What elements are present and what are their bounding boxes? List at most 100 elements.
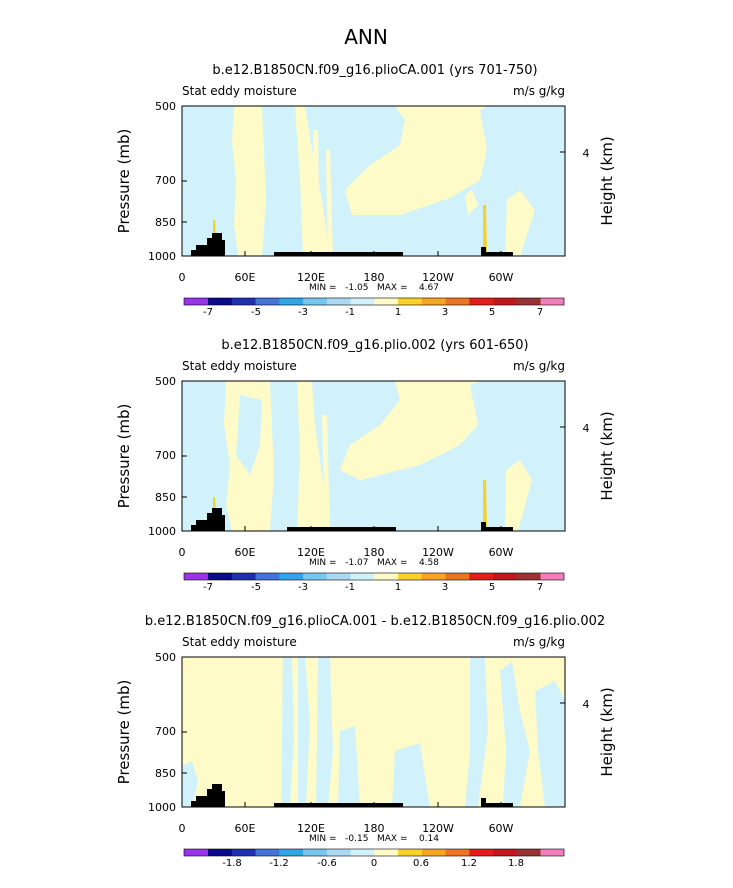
y-tick-label: 500 bbox=[155, 100, 176, 113]
colorbar-label: -1 bbox=[345, 307, 355, 318]
x-tick-label: 60W bbox=[489, 546, 514, 559]
topography-mask bbox=[287, 527, 396, 531]
x-tick-label: 120E bbox=[297, 822, 325, 835]
y-tick-label: 850 bbox=[155, 491, 176, 504]
negative-region bbox=[316, 657, 333, 807]
colorbar-label: 3 bbox=[442, 307, 448, 318]
colorbar-swatch bbox=[469, 573, 494, 580]
colorbar-swatch bbox=[445, 849, 470, 856]
colorbar-swatch bbox=[492, 298, 517, 305]
colorbar-swatch bbox=[374, 849, 399, 856]
colorbar-swatch bbox=[445, 298, 470, 305]
colorbar-label: -3 bbox=[298, 307, 308, 318]
y-tick-label: 1000 bbox=[148, 250, 176, 263]
colorbar-label: 5 bbox=[489, 307, 495, 318]
colorbar-label: 0.6 bbox=[413, 858, 429, 869]
x-tick-label: 60E bbox=[235, 546, 256, 559]
x-tick-label: 120E bbox=[297, 546, 325, 559]
positive-streak bbox=[305, 395, 312, 531]
colorbar-swatch bbox=[231, 573, 256, 580]
x-tick-label: 60E bbox=[235, 822, 256, 835]
positive-streak bbox=[313, 130, 320, 256]
x-tick-label: 0 bbox=[179, 822, 186, 835]
colorbar-swatch bbox=[326, 849, 351, 856]
colorbar-swatch bbox=[279, 849, 304, 856]
positive-streak bbox=[322, 415, 330, 531]
topography-mask bbox=[481, 522, 513, 531]
left-label: Stat eddy moisture bbox=[182, 635, 297, 649]
colorbar-label: 1 bbox=[395, 307, 401, 318]
positive-streak bbox=[505, 190, 535, 256]
colorbar-frame bbox=[183, 848, 565, 857]
plot-area bbox=[181, 380, 566, 532]
colorbar-swatch bbox=[516, 849, 541, 856]
colorbar-swatch bbox=[421, 298, 446, 305]
colorbar-swatch bbox=[184, 298, 209, 305]
right-label: m/s g/kg bbox=[513, 635, 565, 649]
y-ticks bbox=[182, 151, 565, 223]
x-ticks bbox=[244, 526, 502, 531]
colorbar-swatch bbox=[540, 573, 565, 580]
negative-region bbox=[465, 657, 488, 807]
maximum-streak bbox=[483, 205, 487, 252]
colorbar-swatch bbox=[350, 849, 375, 856]
colorbar-swatch bbox=[231, 849, 256, 856]
panel-title: b.e12.B1850CN.f09_g16.plio.002 (yrs 601-… bbox=[221, 338, 528, 353]
y-tick-label: 850 bbox=[155, 216, 176, 229]
colorbar-swatch bbox=[326, 298, 351, 305]
colorbar-swatch bbox=[255, 849, 280, 856]
negative-region bbox=[495, 393, 562, 470]
x-tick-label: 60W bbox=[489, 271, 514, 284]
colorbar-label: -1.8 bbox=[222, 858, 242, 869]
colorbar-frame bbox=[183, 572, 565, 581]
colorbar-swatch bbox=[516, 573, 541, 580]
colorbar-swatch bbox=[184, 573, 209, 580]
colorbar-swatch bbox=[302, 573, 327, 580]
colorbar-swatch bbox=[469, 849, 494, 856]
negative-region bbox=[338, 726, 360, 807]
colorbar-swatch bbox=[445, 573, 470, 580]
y-tick-label: 700 bbox=[155, 725, 176, 738]
y-tick-label: 1000 bbox=[148, 525, 176, 538]
colorbar-label: -0.6 bbox=[317, 858, 337, 869]
negative-region bbox=[492, 120, 560, 200]
panel-1: b.e12.B1850CN.f09_g16.plioCA.001 (yrs 70… bbox=[115, 63, 616, 318]
panel-title: b.e12.B1850CN.f09_g16.plioCA.001 (yrs 70… bbox=[212, 63, 537, 78]
y-ticks bbox=[182, 426, 565, 498]
topography-mask bbox=[481, 798, 513, 807]
x-ticks bbox=[244, 251, 502, 256]
y-axis: 500 700 850 1000 Pressure (mb) 4 Height … bbox=[115, 651, 616, 814]
colorbar-swatch bbox=[492, 573, 517, 580]
colorbar-swatch bbox=[207, 849, 232, 856]
colorbar-swatch bbox=[374, 573, 399, 580]
colorbar-swatch bbox=[184, 849, 209, 856]
y-right-axis-label: Height (km) bbox=[598, 136, 616, 225]
x-tick-label: 180 bbox=[364, 271, 385, 284]
colorbar-swatch bbox=[302, 298, 327, 305]
negative-region bbox=[182, 106, 238, 256]
negative-region bbox=[500, 661, 530, 807]
maximum-streak bbox=[213, 220, 216, 236]
colorbar: -7 -5 -3 -1 1 3 5 7 bbox=[183, 572, 565, 593]
y-right-tick-label: 4 bbox=[583, 698, 590, 711]
colorbar-swatch bbox=[421, 573, 446, 580]
x-tick-label: 120W bbox=[422, 271, 454, 284]
negative-region bbox=[236, 395, 262, 475]
colorbar-label: -1.2 bbox=[269, 858, 289, 869]
colorbar: -1.8 -1.2 -0.6 0 0.6 1.2 1.8 bbox=[183, 848, 565, 869]
y-right-axis-label: Height (km) bbox=[598, 411, 616, 500]
y-right-axis-label: Height (km) bbox=[598, 687, 616, 776]
right-label: m/s g/kg bbox=[513, 359, 565, 373]
y-axis-label: Pressure (mb) bbox=[115, 404, 133, 509]
colorbar-label: 0 bbox=[371, 858, 377, 869]
colorbar-swatch bbox=[469, 298, 494, 305]
colorbar-label: 1.2 bbox=[461, 858, 477, 869]
y-axis-label: Pressure (mb) bbox=[115, 680, 133, 785]
plot-area bbox=[181, 105, 566, 257]
colorbar-swatch bbox=[397, 298, 422, 305]
min-max-text: MIN = -1.05 MAX = 4.67 bbox=[309, 283, 439, 293]
colorbar-swatch bbox=[350, 573, 375, 580]
x-tick-label: 0 bbox=[179, 271, 186, 284]
x-axis: 0 60E 120E 180 120W 60W MIN = -0.15 MAX … bbox=[179, 802, 514, 844]
